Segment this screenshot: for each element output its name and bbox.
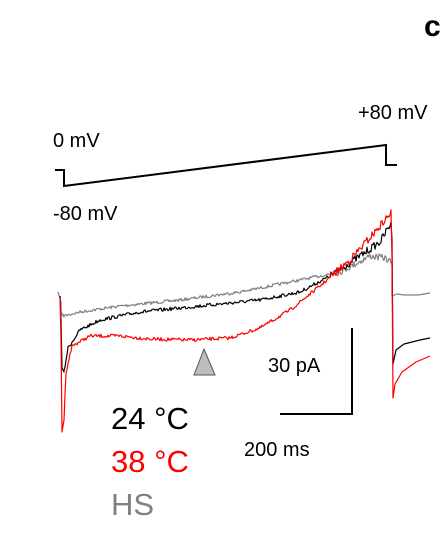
protocol-start-voltage-label: 0 mV [53,130,100,152]
scale-bar [280,328,353,415]
legend-entry-38c: 38 °C [111,444,189,479]
trace-38c [59,209,431,433]
trace-hs [57,253,431,318]
scale-bar-current-label: 30 pA [268,355,321,377]
protocol-holding-voltage-label: -80 mV [53,203,118,225]
legend-entry-hs: HS [111,487,155,522]
protocol-end-voltage-label: +80 mV [358,102,428,124]
scale-bar-time-label: 200 ms [244,439,310,461]
voltage-protocol-trace [55,143,397,188]
legend-entry-24c: 24 °C [111,401,189,436]
panel-letter: c [424,10,440,43]
current-traces [57,209,431,433]
arrowhead-marker [193,347,216,376]
trace-24c [59,221,431,373]
